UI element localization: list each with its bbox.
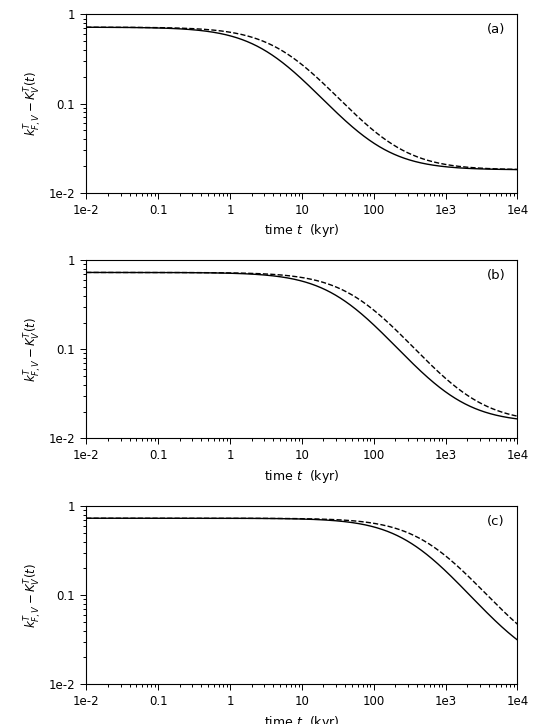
Text: (b): (b) [487,269,506,282]
Y-axis label: $k_{F,V}^T - K_V^T(t)$: $k_{F,V}^T - K_V^T(t)$ [23,563,44,628]
Text: (a): (a) [487,23,506,36]
Y-axis label: $k_{F,V}^T - K_V^T(t)$: $k_{F,V}^T - K_V^T(t)$ [23,317,44,382]
X-axis label: time $t$  (kyr): time $t$ (kyr) [264,468,340,485]
Text: (c): (c) [487,515,505,528]
X-axis label: time $t$  (kyr): time $t$ (kyr) [264,714,340,724]
X-axis label: time $t$  (kyr): time $t$ (kyr) [264,222,340,239]
Y-axis label: $k_{F,V}^T - K_V^T(t)$: $k_{F,V}^T - K_V^T(t)$ [23,71,44,136]
